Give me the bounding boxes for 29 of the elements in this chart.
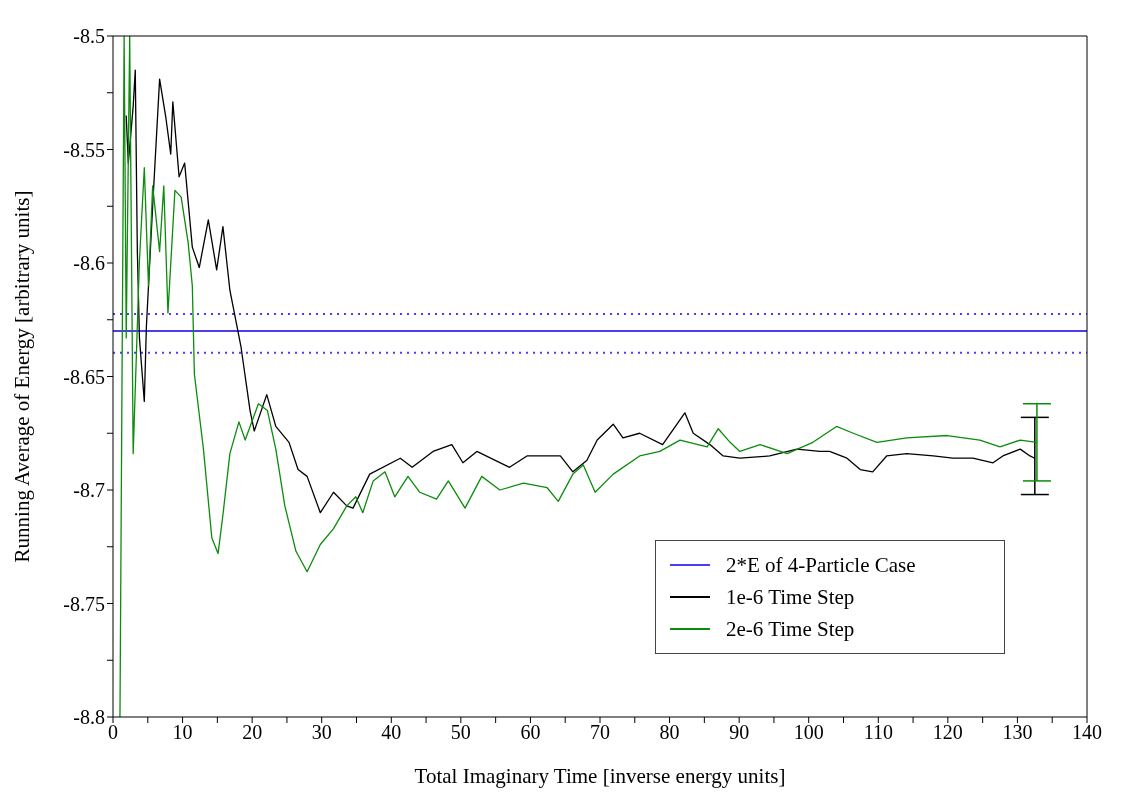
x-tick-label: 20 bbox=[242, 721, 263, 744]
x-tick-label: 100 bbox=[793, 721, 824, 744]
x-tick-label: 140 bbox=[1072, 721, 1102, 744]
x-tick-label: 10 bbox=[172, 721, 193, 744]
x-tick-label: 80 bbox=[659, 721, 680, 744]
y-tick-label: -8.8 bbox=[73, 706, 105, 729]
x-tick-label: 60 bbox=[520, 721, 541, 744]
y-tick-label: -8.55 bbox=[63, 138, 105, 161]
y-axis-title: Running Average of Energy [arbitrary units] bbox=[10, 190, 35, 563]
line-series bbox=[119, 36, 1038, 717]
legend-label: 1e-6 Time Step bbox=[726, 584, 855, 610]
x-axis-title: Total Imaginary Time [inverse energy units] bbox=[414, 764, 786, 788]
legend-label: 2*E of 4-Particle Case bbox=[726, 552, 916, 578]
x-tick-label: 120 bbox=[932, 721, 963, 744]
x-tick-label: 50 bbox=[450, 721, 471, 744]
y-tick-label: -8.75 bbox=[63, 592, 105, 615]
x-tick-label: 110 bbox=[863, 721, 893, 744]
x-tick-label: 0 bbox=[108, 721, 118, 744]
legend-label: 2e-6 Time Step bbox=[726, 616, 855, 642]
x-tick-label: 90 bbox=[729, 721, 750, 744]
x-tick-label: 30 bbox=[311, 721, 332, 744]
line-series bbox=[125, 69, 1036, 514]
y-tick-label: -8.5 bbox=[73, 25, 105, 48]
y-tick-label: -8.6 bbox=[73, 252, 105, 275]
x-tick-label: 130 bbox=[1002, 721, 1033, 744]
y-tick-label: -8.65 bbox=[63, 365, 105, 388]
x-tick-label: 70 bbox=[590, 721, 610, 744]
y-tick-label: -8.7 bbox=[73, 479, 105, 502]
x-tick-label: 40 bbox=[381, 721, 402, 744]
